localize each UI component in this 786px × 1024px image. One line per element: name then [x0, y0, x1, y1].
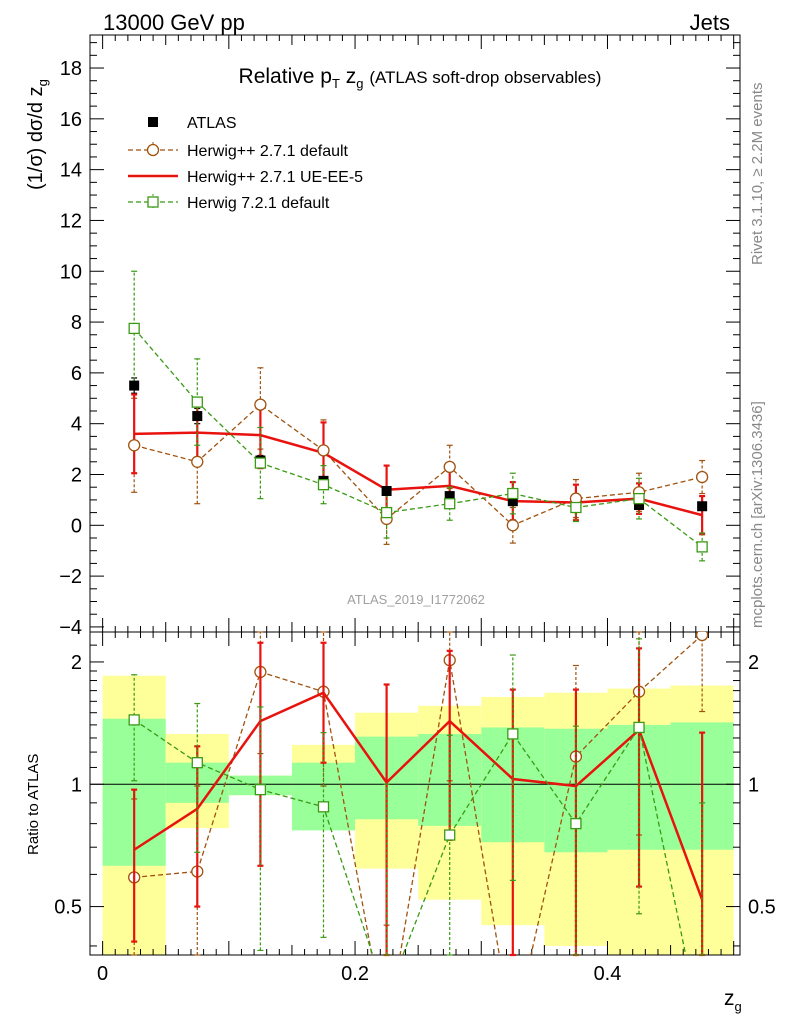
y-tick-label: −2 — [59, 566, 82, 588]
main-point-herwig7 — [633, 492, 645, 505]
ratio-point-herwig7 — [317, 801, 330, 813]
main-point-herwig7 — [191, 396, 203, 408]
legend-item-herwigpp-ueee5: Herwig++ 2.7.1 UE-EE-5 — [128, 169, 363, 186]
y-tick-label: 2 — [71, 464, 82, 486]
ratio-y-axis: 0.5 0.5 1 1 2 2 — [54, 644, 776, 947]
main-point-herwigpp_default — [254, 398, 267, 411]
ratio-series-herwigpp_ueee5 — [133, 691, 704, 901]
main-point-herwig7 — [317, 479, 330, 491]
y-axis-label-main: (1/σ) dσ/d zg — [25, 79, 50, 190]
main-point-atlas — [634, 499, 645, 510]
main-line-herwigpp_ueee5 — [134, 431, 703, 517]
main-point-herwigpp_default — [443, 460, 456, 474]
main-point-herwigpp_default — [191, 455, 204, 468]
ratio-series-herwig7 — [128, 714, 687, 955]
main-point-herwigpp_default — [506, 519, 519, 532]
ratio-tick-label: 1 — [71, 774, 82, 796]
svg-text:Herwig++ 2.7.1 UE-EE-5: Herwig++ 2.7.1 UE-EE-5 — [187, 169, 363, 186]
y-tick-label: 0 — [71, 515, 82, 537]
main-point-atlas — [697, 501, 708, 512]
y-tick-label: 10 — [60, 261, 82, 283]
ratio-line-herwigpp_default — [134, 634, 703, 955]
mcplots-label: mcplots.cern.ch [arXiv:1306.3436] — [749, 401, 766, 628]
main-line-herwigpp_default — [134, 403, 703, 527]
svg-text:Herwig 7.2.1 default: Herwig 7.2.1 default — [187, 195, 330, 212]
x-axis: 0 0.2 0.4 — [97, 35, 735, 985]
x-tick-label: 0.2 — [341, 963, 369, 985]
main-point-atlas — [129, 380, 140, 391]
ratio-point-herwig7 — [633, 721, 645, 734]
main-series — [128, 270, 709, 562]
ratio-point-herwig7 — [444, 829, 456, 841]
ratio-line-herwigpp_ueee5 — [133, 691, 704, 901]
main-point-herwigpp_default — [128, 439, 141, 452]
ratio-point-herwig7 — [191, 757, 203, 769]
main-point-atlas — [507, 496, 518, 507]
ratio-point-herwig7 — [507, 728, 519, 740]
legend-item-herwigpp-default: Herwig++ 2.7.1 default — [128, 142, 349, 160]
y-axis-label-ratio: Ratio to ATLAS — [25, 754, 42, 855]
ratio-plot-frame — [89, 631, 741, 956]
main-point-herwig7 — [507, 487, 519, 500]
main-point-atlas — [192, 411, 203, 422]
ratio-point-herwig7 — [570, 817, 582, 830]
main-point-herwig7 — [254, 457, 267, 469]
legend-item-herwig7: Herwig 7.2.1 default — [128, 194, 330, 212]
main-y-axis: −4 −2 0 2 4 6 8 10 12 14 16 18 — [59, 42, 740, 639]
svg-text:Herwig++ 2.7.1 default: Herwig++ 2.7.1 default — [187, 143, 349, 160]
ratio-point-herwigpp_default — [695, 632, 709, 642]
ratio-point-herwig7 — [254, 783, 267, 796]
main-point-herwig7 — [128, 322, 140, 335]
y-tick-label: 18 — [60, 58, 82, 80]
rivet-label: Rivet 3.1.10, ≥ 2.2M events — [749, 83, 766, 266]
y-tick-label: 8 — [71, 312, 82, 334]
ratio-series — [128, 631, 709, 957]
x-tick-label: 0 — [97, 963, 108, 985]
legend: ATLAS Herwig++ 2.7.1 default Herwig++ 2.… — [128, 115, 363, 212]
x-axis-label: zg — [724, 987, 742, 1014]
ratio-line-herwig7 — [133, 719, 687, 955]
plot-title: Relative pT zg (ATLAS soft-drop observab… — [239, 65, 602, 91]
main-point-atlas — [381, 486, 392, 497]
y-tick-label: 14 — [60, 160, 82, 182]
legend-item-atlas: ATLAS — [148, 115, 237, 132]
main-point-herwig7 — [380, 506, 393, 519]
y-tick-label: 4 — [71, 414, 82, 436]
main-point-herwig7 — [696, 541, 708, 553]
y-tick-label: 16 — [60, 109, 82, 131]
svg-text:ATLAS: ATLAS — [187, 115, 237, 132]
main-point-herwigpp_default — [695, 470, 709, 484]
ratio-tick-label: 2 — [748, 652, 759, 674]
ratio-tick-label: 1 — [748, 774, 759, 796]
header-left: 13000 GeV pp — [103, 10, 245, 35]
analysis-id: ATLAS_2019_I1772062 — [347, 592, 485, 607]
y-tick-label: −4 — [59, 617, 82, 639]
ratio-tick-label: 2 — [71, 652, 82, 674]
main-point-herwigpp_default — [317, 444, 330, 457]
main-point-herwig7 — [444, 498, 456, 510]
main-point-herwig7 — [570, 501, 582, 514]
ratio-tick-label: 0.5 — [748, 897, 776, 919]
y-tick-label: 6 — [71, 363, 82, 385]
ratio-point-herwig7 — [128, 714, 140, 726]
x-tick-label: 0.4 — [594, 963, 622, 985]
y-tick-label: 12 — [60, 210, 82, 232]
header-right: Jets — [690, 10, 730, 35]
ratio-tick-label: 0.5 — [54, 897, 82, 919]
main-point-atlas — [444, 491, 455, 502]
main-line-herwig7 — [133, 327, 703, 548]
